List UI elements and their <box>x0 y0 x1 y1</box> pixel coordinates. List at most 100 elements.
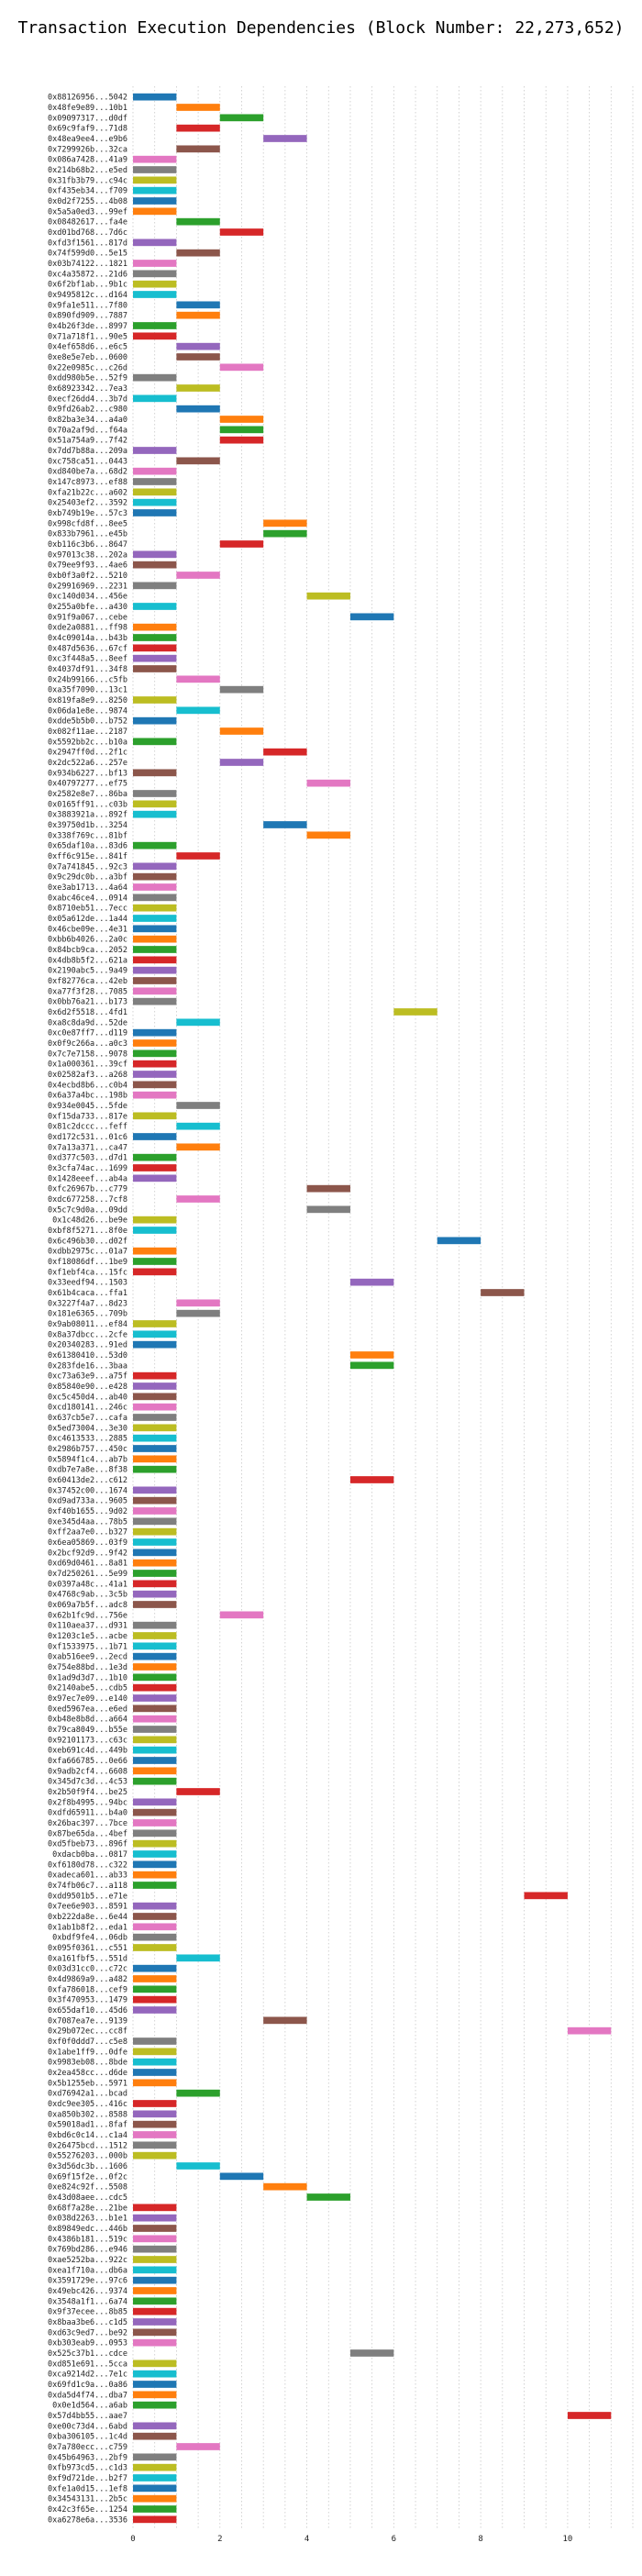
transaction-label: 0xb222da8e...6e44 <box>48 1913 127 1922</box>
transaction-bar <box>133 1808 177 1816</box>
transaction-label: 0x0e1d564...a6ab <box>52 2402 127 2411</box>
transaction-label: 0x6f2bf1ab...9b1c <box>48 281 127 290</box>
transaction-bar <box>219 1611 264 1619</box>
transaction-bar <box>133 467 177 475</box>
transaction-bar <box>133 2484 177 2493</box>
transaction-label: 0x33eedf94...1503 <box>48 1279 127 1288</box>
transaction-bar <box>133 1424 177 1432</box>
x-tick-label: 8 <box>478 2535 482 2544</box>
bar-layer <box>133 93 612 2524</box>
transaction-bar <box>133 1632 177 1639</box>
transaction-bar <box>133 1455 177 1463</box>
transaction-label: 0xb0f3a0f2...5210 <box>48 572 127 581</box>
transaction-label: 0x06da1e8e...9874 <box>48 706 127 716</box>
transaction-bar <box>133 987 177 995</box>
transaction-label: 0xf0f0ddd7...c5e8 <box>48 2037 127 2047</box>
transaction-label: 0x45b64963...2bf9 <box>48 2453 127 2462</box>
transaction-label: 0x74f599d0...5e15 <box>48 250 127 259</box>
transaction-label: 0xd69d0461...8a81 <box>48 1560 127 1569</box>
transaction-bar <box>133 738 177 746</box>
transaction-label: 0x29916969...2231 <box>48 582 127 591</box>
transaction-bar <box>306 831 350 839</box>
transaction-bar <box>133 654 177 662</box>
transaction-bar <box>176 1299 220 1307</box>
transaction-bar <box>133 1882 177 1889</box>
transaction-bar <box>133 2287 177 2294</box>
transaction-bar <box>133 1153 177 1161</box>
transaction-label: 0x1ab1b8f2...eda1 <box>48 1923 127 1932</box>
transaction-label: 0x97ec7e09...e140 <box>48 1694 127 1704</box>
transaction-label: 0xcd180141...246c <box>48 1404 127 1413</box>
transaction-bar <box>133 1933 177 1941</box>
transaction-label: 0xdb7e7a8e...8f38 <box>48 1466 127 1475</box>
transaction-label: 0x49ebc426...9374 <box>48 2287 127 2296</box>
transaction-bar <box>133 894 177 902</box>
transaction-bar <box>133 498 177 506</box>
transaction-bar <box>176 384 220 392</box>
transaction-label: 0x69f15f2e...0f2c <box>48 2172 127 2182</box>
transaction-label: 0xf18086df...1be9 <box>48 1258 127 1267</box>
transaction-bar <box>133 862 177 871</box>
transaction-label: 0xfc26967b...c779 <box>48 1185 127 1194</box>
transaction-bar <box>133 1652 177 1660</box>
transaction-bar <box>133 186 177 194</box>
transaction-label: 0x48fe9e89...10b1 <box>48 104 127 113</box>
transaction-bar <box>133 603 177 610</box>
transaction-bar <box>133 1247 177 1255</box>
transaction-bar <box>133 1071 177 1078</box>
transaction-label: 0x5c7c9d0a...09dd <box>48 1205 127 1215</box>
transaction-bar <box>133 270 177 278</box>
transaction-label: 0xc140d034...456e <box>48 593 127 602</box>
transaction-label: 0x3d56dc3b...1606 <box>48 2162 127 2171</box>
transaction-label: 0x5ed73004...3e30 <box>48 1424 127 1433</box>
x-tick-label: 10 <box>562 2535 572 2544</box>
transaction-label: 0x2ea458cc...d6de <box>48 2069 127 2078</box>
transaction-bar <box>133 1268 177 1276</box>
transaction-label: 0xa161fbf5...551d <box>48 1954 127 1963</box>
transaction-bar <box>133 2463 177 2471</box>
transaction-label: 0x754e88bd...1e3d <box>48 1663 127 1672</box>
transaction-bar <box>306 779 350 787</box>
transaction-label: 0xd851e691...5cca <box>48 2359 127 2369</box>
transaction-label: 0x92101173...c63c <box>48 1736 127 1745</box>
transaction-label: 0x4d9869a9...a482 <box>48 1975 127 1984</box>
transaction-label: 0x6ea05869...03f9 <box>48 1538 127 1548</box>
transaction-bar <box>133 2474 177 2482</box>
transaction-bar <box>263 135 307 142</box>
transaction-label: 0xff6c915e...841f <box>48 852 127 861</box>
transaction-label: 0xe345d4aa...78b5 <box>48 1517 127 1527</box>
transaction-bar <box>133 2318 177 2326</box>
transaction-bar <box>133 2069 177 2076</box>
transaction-label: 0x89849edc...446b <box>48 2225 127 2234</box>
transaction-label: 0xda5d4f74...dba7 <box>48 2391 127 2400</box>
transaction-label: 0xdacb0ba...0817 <box>52 1850 127 1860</box>
transaction-label: 0x9c29dc0b...a3bf <box>48 873 127 883</box>
transaction-label: 0x0397a48c...41a1 <box>48 1580 127 1589</box>
transaction-bar <box>219 2172 264 2181</box>
transaction-bar <box>133 904 177 912</box>
transaction-bar <box>133 1694 177 1702</box>
transaction-label: 0xa35f7090...13c1 <box>48 686 127 695</box>
transaction-label: 0x91f9a067...cebe <box>48 613 127 622</box>
transaction-label: 0xa850b302...8588 <box>48 2110 127 2119</box>
transaction-bar <box>176 1954 220 1962</box>
transaction-label: 0x29b072ec...cc8f <box>48 2027 127 2037</box>
transaction-label: 0x655daf10...45d6 <box>48 2006 127 2015</box>
transaction-label: 0x62b1fc9d...756e <box>48 1611 127 1620</box>
transaction-label: 0x7c7e7158...9078 <box>48 1049 127 1059</box>
transaction-bar <box>133 1683 177 1692</box>
transaction-bar <box>219 727 264 735</box>
transaction-label: 0xab516ee9...2ecd <box>48 1653 127 1662</box>
transaction-bar <box>133 1049 177 1058</box>
transaction-label: 0x60413de2...c612 <box>48 1476 127 1485</box>
transaction-label: 0x05a612de...1a44 <box>48 915 127 924</box>
transaction-bar <box>133 1704 177 1713</box>
transaction-label: 0xf40b1655...9d02 <box>48 1507 127 1516</box>
transaction-bar <box>176 1122 220 1130</box>
transaction-label: 0xabc46ce4...0914 <box>48 894 127 903</box>
transaction-label: 0xe8e5e7eb...0600 <box>48 353 127 362</box>
transaction-label: 0x7a13a371...ca47 <box>48 1143 127 1152</box>
transaction-bar <box>133 166 177 173</box>
transaction-label: 0xf9d721de...b2f7 <box>48 2474 127 2483</box>
transaction-label: 0x40797277...ef75 <box>48 780 127 789</box>
